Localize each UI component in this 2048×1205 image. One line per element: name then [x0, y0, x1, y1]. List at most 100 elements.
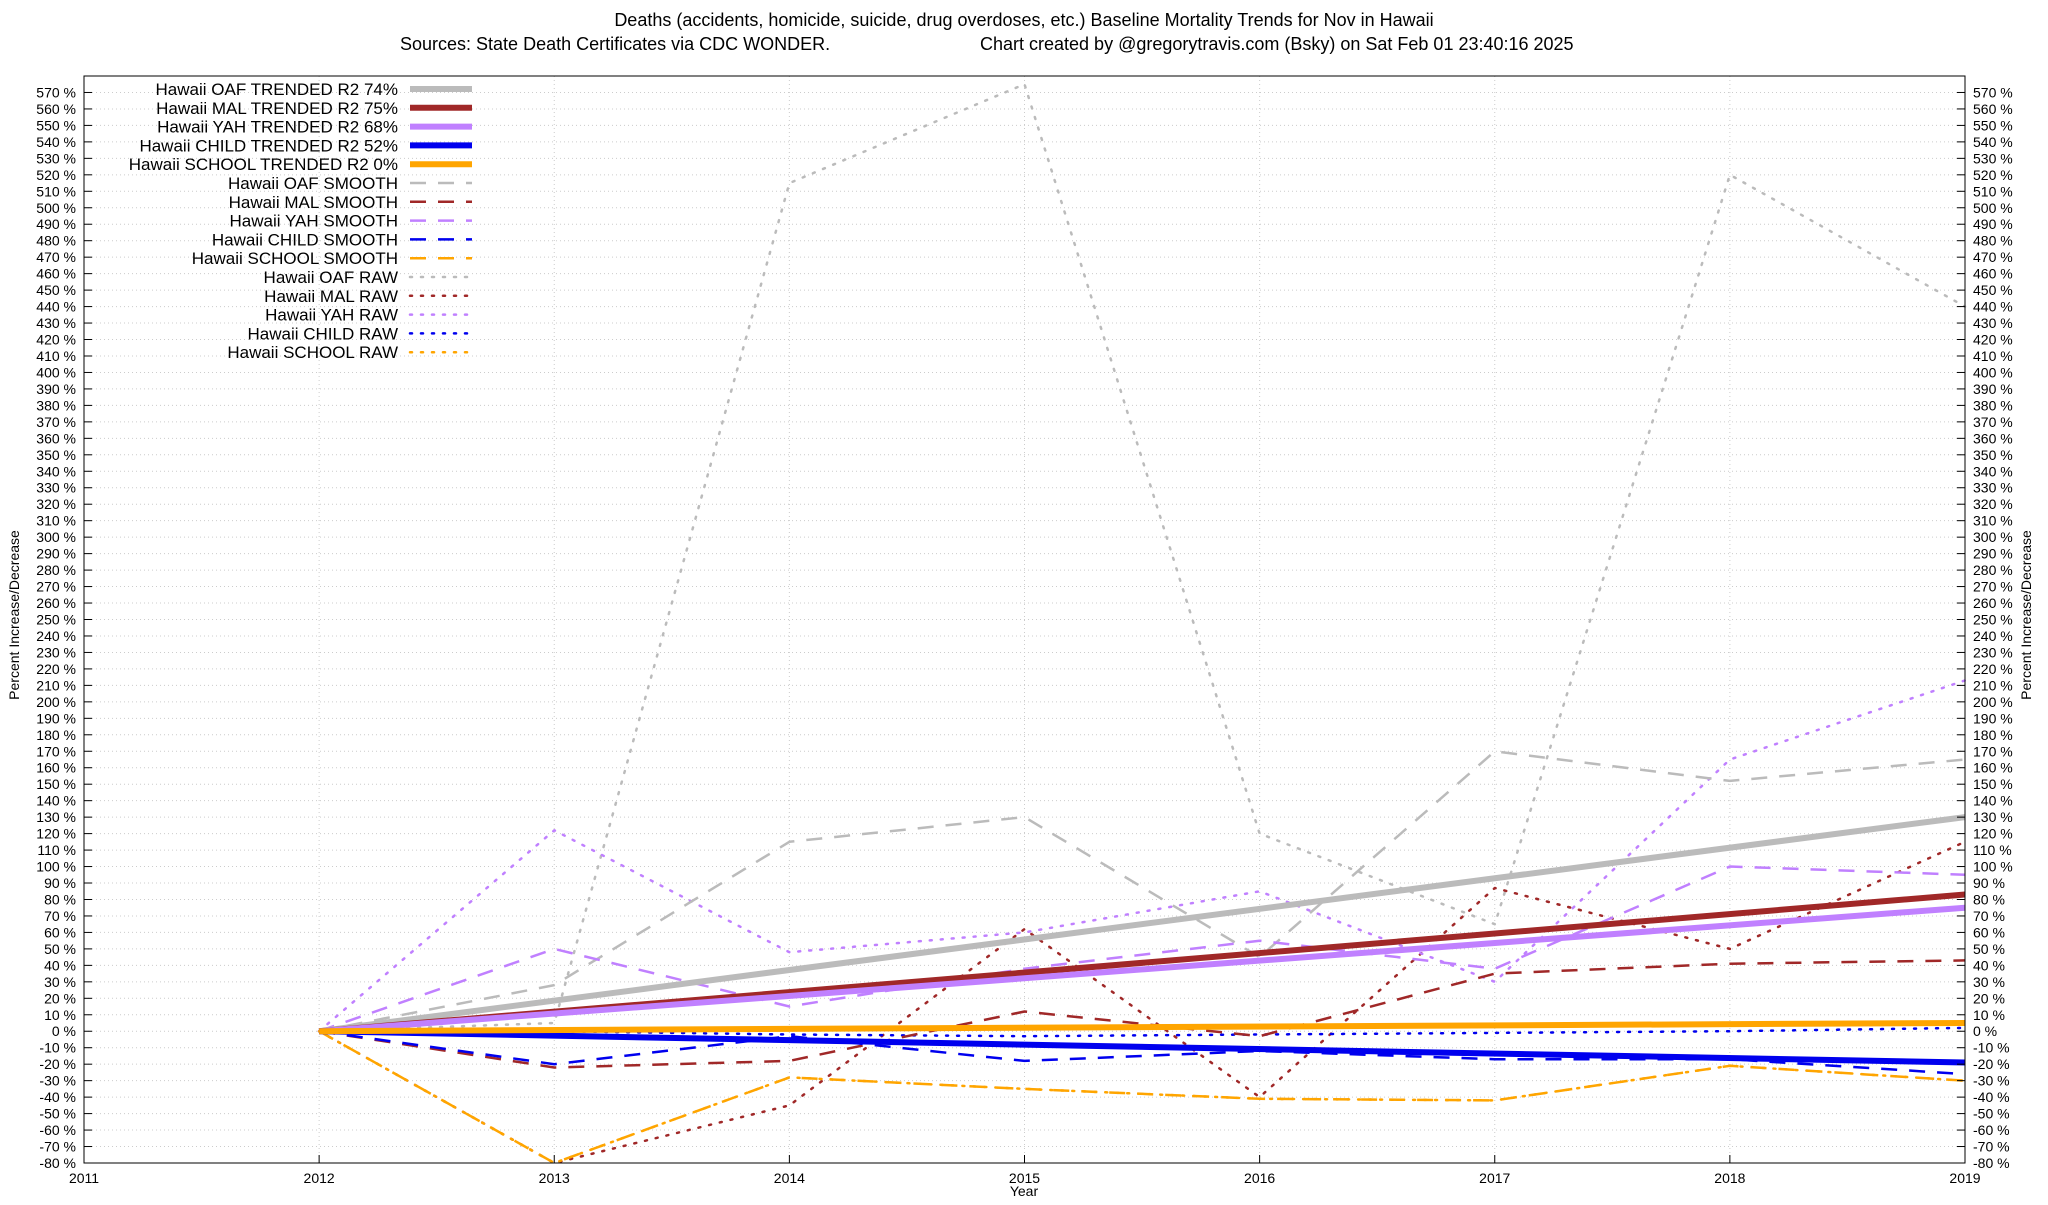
y-tick-label-right: 60 % [1973, 924, 2005, 940]
series-line-4 [319, 1020, 1966, 1035]
y-tick-label-left: 440 % [36, 299, 76, 315]
y-tick-label-right: 180 % [1973, 727, 2013, 743]
y-tick-label-left: 110 % [37, 842, 76, 858]
x-tick-label: 2013 [539, 1170, 570, 1186]
y-tick-label-right: 470 % [1973, 249, 2013, 265]
y-tick-label-right: 540 % [1973, 134, 2013, 150]
y-tick-label-right: 460 % [1973, 266, 2013, 282]
y-tick-label-right: 480 % [1973, 233, 2013, 249]
x-axis-label: Year [1010, 1183, 1039, 1199]
legend-label-4: Hawaii SCHOOL TRENDED R2 0% [129, 155, 398, 174]
y-tick-label-right: 40 % [1973, 957, 2005, 973]
y-tick-label-right: 270 % [1973, 579, 2013, 595]
series-line-0 [318, 814, 1966, 1035]
y-tick-label-left: 250 % [36, 612, 76, 628]
y-tick-label-left: 570 % [36, 84, 76, 100]
y-tick-label-right: -10 % [1973, 1040, 2010, 1056]
y-tick-label-left: 40 % [44, 957, 76, 973]
y-tick-label-left: 380 % [36, 397, 76, 413]
y-tick-label-left: 470 % [36, 249, 76, 265]
y-tick-label-right: 110 % [1973, 842, 2012, 858]
legend-label-9: Hawaii SCHOOL SMOOTH [192, 249, 398, 268]
y-tick-label-right: 530 % [1973, 150, 2013, 166]
legend-label-11: Hawaii MAL RAW [264, 287, 398, 306]
y-tick-label-left: 400 % [36, 364, 76, 380]
legend-label-3: Hawaii CHILD TRENDED R2 52% [139, 136, 398, 155]
x-tick-label: 2012 [304, 1170, 335, 1186]
y-tick-label-right: 160 % [1973, 760, 2013, 776]
y-tick-label-left: 280 % [36, 562, 76, 578]
y-tick-label-left: 170 % [36, 743, 76, 759]
y-tick-label-right: 240 % [1973, 628, 2013, 644]
legend-label-1: Hawaii MAL TRENDED R2 75% [156, 99, 398, 118]
x-tick-label: 2014 [774, 1170, 805, 1186]
y-tick-label-left: 540 % [36, 134, 76, 150]
legend-label-12: Hawaii YAH RAW [265, 306, 398, 325]
y-tick-label-right: 500 % [1973, 200, 2013, 216]
y-tick-label-right: 250 % [1973, 612, 2013, 628]
y-tick-label-right: 430 % [1973, 315, 2013, 331]
y-tick-label-left: 80 % [44, 891, 76, 907]
y-tick-label-left: 130 % [36, 809, 76, 825]
y-tick-label-right: 50 % [1973, 941, 2005, 957]
y-tick-label-left: 100 % [36, 859, 76, 875]
y-tick-label-right: 330 % [1973, 480, 2013, 496]
legend-label-5: Hawaii OAF SMOOTH [228, 174, 398, 193]
y-tick-label-left: 490 % [36, 216, 76, 232]
y-tick-label-right: 440 % [1973, 299, 2013, 315]
y-tick-label-right: 80 % [1973, 891, 2005, 907]
y-tick-label-left: 410 % [36, 348, 76, 364]
y-tick-label-left: -70 % [39, 1139, 76, 1155]
y-tick-label-left: 10 % [44, 1007, 76, 1023]
series-line-5 [318, 750, 1966, 1033]
y-tick-label-right: 30 % [1973, 974, 2005, 990]
legend-label-6: Hawaii MAL SMOOTH [229, 193, 398, 212]
y-tick-label-left: 190 % [36, 710, 76, 726]
chart-subtitle-credit: Chart created by @gregorytravis.com (Bsk… [980, 34, 1574, 54]
y-tick-label-right: 350 % [1973, 447, 2013, 463]
y-tick-label-right: 10 % [1973, 1007, 2005, 1023]
y-tick-label-right: 220 % [1973, 661, 2013, 677]
y-tick-label-left: 420 % [36, 332, 76, 348]
y-tick-label-right: 190 % [1973, 710, 2013, 726]
y-tick-label-left: 200 % [36, 694, 76, 710]
series-line-9 [318, 1030, 1966, 1165]
y-tick-label-left: 210 % [36, 677, 76, 693]
y-tick-label-right: 510 % [1973, 183, 2013, 199]
legend-label-2: Hawaii YAH TRENDED R2 68% [157, 118, 398, 137]
y-axis-label-right: Percent Increase/Decrease [2018, 530, 2034, 700]
y-tick-label-right: -50 % [1973, 1106, 2010, 1122]
y-tick-label-left: -20 % [39, 1056, 76, 1072]
y-tick-label-right: 570 % [1973, 84, 2013, 100]
y-tick-label-left: 150 % [36, 776, 76, 792]
y-tick-label-right: 310 % [1973, 513, 2013, 529]
y-tick-label-right: 400 % [1973, 364, 2013, 380]
legend-label-13: Hawaii CHILD RAW [247, 324, 398, 343]
y-tick-label-right: 260 % [1973, 595, 2013, 611]
y-tick-label-right: 360 % [1973, 430, 2013, 446]
y-tick-label-left: 340 % [36, 463, 76, 479]
y-tick-label-left: 330 % [36, 480, 76, 496]
y-tick-label-left: 320 % [36, 496, 76, 512]
y-tick-label-left: 480 % [36, 233, 76, 249]
series-line-12 [317, 679, 1967, 1033]
y-tick-label-right: 200 % [1973, 694, 2013, 710]
y-tick-label-right: 140 % [1973, 793, 2013, 809]
series-line-11 [317, 840, 1967, 1165]
y-axis-label-left: Percent Increase/Decrease [6, 530, 22, 700]
y-tick-label-left: 510 % [36, 183, 76, 199]
y-tick-label-left: 530 % [36, 150, 76, 166]
y-tick-label-right: 70 % [1973, 908, 2005, 924]
x-tick-label: 2016 [1244, 1170, 1275, 1186]
y-tick-label-left: 270 % [36, 579, 76, 595]
legend-label-0: Hawaii OAF TRENDED R2 74% [156, 80, 398, 99]
series-line-14 [317, 1029, 1967, 1165]
y-tick-label-left: 500 % [36, 200, 76, 216]
y-tick-label-right: 120 % [1973, 826, 2013, 842]
grid-lines [83, 76, 1966, 1164]
y-tick-label-right: 90 % [1973, 875, 2005, 891]
y-tick-label-right: 410 % [1973, 348, 2013, 364]
y-tick-label-left: 240 % [36, 628, 76, 644]
